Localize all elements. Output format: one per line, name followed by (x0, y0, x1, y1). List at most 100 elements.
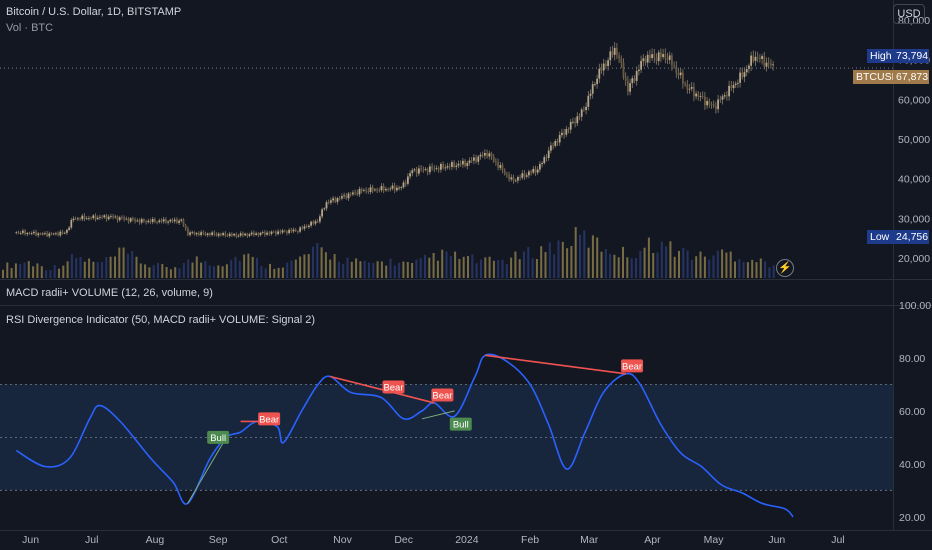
candle-body (602, 63, 605, 71)
candle-body (44, 233, 46, 234)
volume-bar (101, 262, 103, 278)
volume-bar (131, 251, 134, 278)
candle-body (426, 169, 429, 173)
volume-bar (320, 247, 323, 278)
candle-body (250, 232, 253, 235)
candle-body (521, 173, 524, 178)
candle-body (233, 233, 235, 236)
bear-label-box (621, 359, 644, 373)
candle-body (281, 230, 284, 233)
symbol-title[interactable]: Bitcoin / U.S. Dollar, 1D, BITSTAMP (6, 6, 182, 18)
candle-body (396, 187, 398, 191)
candle-body (37, 233, 40, 236)
candle-body (211, 232, 213, 235)
candle-body (200, 232, 202, 235)
candle-body (327, 202, 330, 203)
candle-body (50, 233, 53, 235)
candle-body (400, 187, 403, 188)
volume-bar (622, 246, 624, 278)
candle-body (110, 216, 112, 217)
candle-body (688, 88, 691, 90)
candle-body (90, 217, 92, 219)
candle-body (308, 225, 310, 227)
candle-body (101, 216, 103, 218)
candle-body (712, 104, 715, 107)
volume-bar (247, 253, 250, 278)
volume-bar (695, 256, 698, 278)
volume-bar (32, 266, 35, 278)
volume-bar (583, 230, 586, 278)
candle-body (391, 185, 394, 189)
volume-bar (510, 257, 513, 278)
candle-body (352, 192, 354, 195)
candle-body (730, 85, 733, 88)
volume-bar (772, 265, 775, 278)
candle-body (767, 62, 770, 64)
candle-body (545, 157, 548, 158)
candle-body (204, 233, 207, 236)
time-tick-label: Nov (333, 534, 352, 546)
candle-body (242, 233, 244, 236)
candle-body (103, 215, 106, 218)
candle-body (15, 232, 18, 234)
volume-bar (342, 264, 345, 278)
candle-body (323, 208, 326, 210)
candle-body (719, 99, 722, 101)
volume-bar (600, 251, 603, 278)
candle-body (94, 215, 97, 220)
candle-body (470, 160, 473, 162)
volume-bar (66, 261, 69, 278)
candle-body (464, 160, 466, 166)
volume-bar (574, 227, 577, 278)
time-tick-label: Feb (521, 534, 539, 546)
volume-bar (454, 251, 457, 278)
candle-body (277, 231, 279, 235)
candle-body (616, 47, 618, 56)
candle-body (514, 180, 517, 182)
bear-label: Bear (259, 414, 279, 425)
candle-body (270, 231, 273, 234)
candle-body (715, 106, 717, 110)
volume-bar (665, 246, 668, 278)
candle-body (39, 233, 42, 235)
candle-body (88, 217, 90, 219)
lightning-icon[interactable]: ⚡ (776, 259, 794, 277)
candle-body (261, 232, 264, 233)
price-tick-label: 30,000 (898, 213, 930, 225)
volume-bar (225, 264, 228, 278)
candle-body (92, 215, 95, 219)
candle-body (389, 188, 392, 190)
candle-body (598, 68, 601, 79)
time-tick-label: Sep (209, 534, 228, 546)
volume-bar (570, 246, 573, 278)
volume-bar (738, 259, 741, 278)
volume-bar (148, 267, 151, 278)
candle-body (35, 231, 37, 236)
currency-button[interactable]: USD (893, 4, 925, 24)
candle-body (158, 220, 161, 223)
time-tick-label: Jul (85, 534, 98, 546)
volume-bar (746, 262, 749, 278)
volume-bar (368, 262, 370, 278)
candle-body (165, 219, 167, 223)
candle-body (580, 109, 583, 117)
candle-body (356, 192, 359, 195)
candle-body (376, 189, 378, 191)
candle-body (453, 162, 455, 167)
volume-label[interactable]: Vol · BTC (6, 22, 54, 34)
candle-body (206, 233, 209, 236)
candle-body (235, 233, 238, 237)
rsi-tick-label: 100.00 (899, 300, 931, 312)
volume-bar (118, 247, 121, 278)
current-symbol-label: BTCUSD (853, 70, 899, 84)
candle-body (629, 83, 631, 92)
macd-pane-title[interactable]: MACD radii+ VOLUME (12, 26, volume, 9) (6, 287, 213, 299)
volume-bar (23, 262, 26, 278)
candle-body (547, 150, 550, 158)
rsi-pane-title[interactable]: RSI Divergence Indicator (50, MACD radii… (6, 314, 316, 326)
candle-body (272, 231, 275, 233)
candle-body (409, 173, 411, 177)
bull-divergence-line (421, 410, 455, 420)
volume-bar (109, 256, 112, 278)
